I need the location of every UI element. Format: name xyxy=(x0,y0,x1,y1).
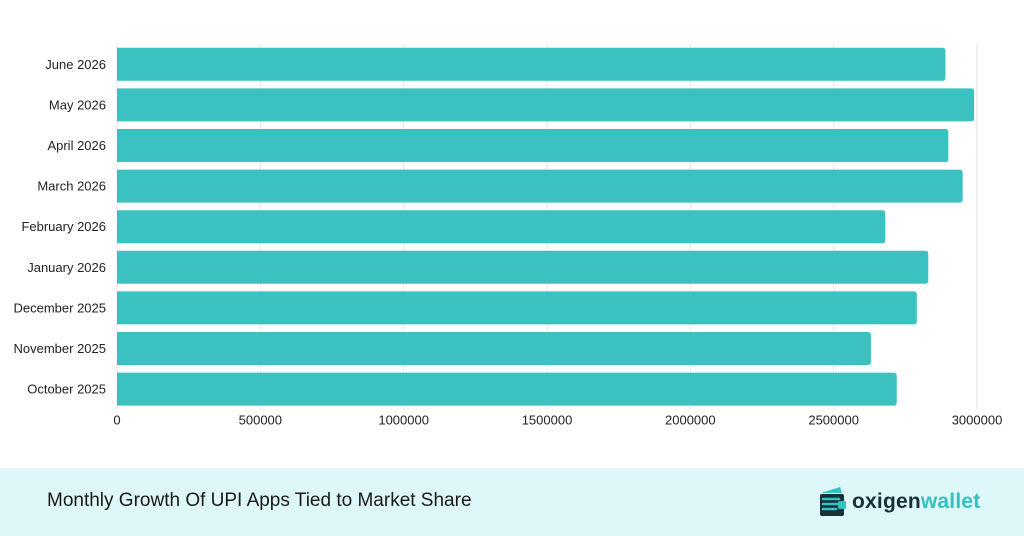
category-label: April 2026 xyxy=(47,138,106,153)
x-tick-label: 2000000 xyxy=(665,412,716,427)
x-tick-label: 2500000 xyxy=(808,412,859,427)
wallet-logo-icon xyxy=(820,487,846,516)
bar xyxy=(117,291,917,325)
category-label: February 2026 xyxy=(21,219,106,234)
bar xyxy=(117,332,871,365)
category-label: December 2025 xyxy=(14,300,107,315)
category-label: October 2025 xyxy=(27,382,106,397)
footer-banner: Monthly Growth Of UPI Apps Tied to Marke… xyxy=(0,468,1024,536)
chart-caption: Monthly Growth Of UPI Apps Tied to Marke… xyxy=(47,490,472,511)
brand-logo: oxigenwallet xyxy=(818,482,980,522)
bar xyxy=(117,372,897,406)
chart-svg: June 2026 May 2026 April 2026 March 2026 Feb… xyxy=(14,44,1002,427)
category-labels: June 2026 May 2026 April 2026 March 2026 Feb… xyxy=(14,57,107,397)
brand-name-part2: wallet xyxy=(920,490,981,513)
x-tick-labels: 0 500000 1000000 1500000 2000000 2500000 30000… xyxy=(113,412,1002,427)
bar xyxy=(117,169,963,203)
brand-name-part1: oxigen xyxy=(852,490,921,513)
category-label: March 2026 xyxy=(37,179,106,194)
x-tick-label: 1000000 xyxy=(378,412,429,427)
category-label: June 2026 xyxy=(45,57,106,72)
bar xyxy=(117,129,949,162)
bars xyxy=(117,47,975,406)
bar-chart: June 2026 May 2026 April 2026 March 2026 Feb… xyxy=(14,44,1002,427)
bar xyxy=(117,47,946,81)
category-label: January 2026 xyxy=(27,260,106,275)
x-tick-label: 0 xyxy=(113,412,120,427)
bar xyxy=(117,210,886,244)
x-tick-label: 1500000 xyxy=(522,412,573,427)
x-tick-label: 500000 xyxy=(239,412,282,427)
brand-name: oxigenwallet xyxy=(852,490,980,514)
bar xyxy=(117,250,929,284)
bar xyxy=(117,88,975,122)
category-label: November 2025 xyxy=(14,341,107,356)
category-label: May 2026 xyxy=(49,97,106,112)
x-tick-label: 3000000 xyxy=(952,412,1003,427)
